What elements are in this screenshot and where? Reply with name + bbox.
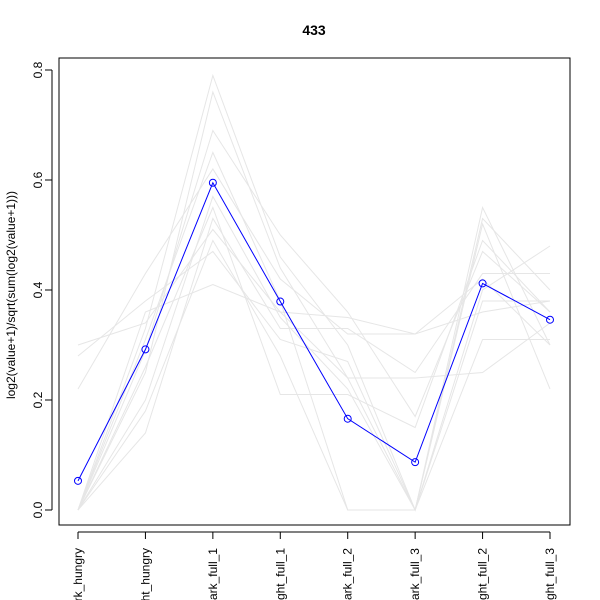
background-series-line-6 <box>77 195 550 512</box>
background-series-line-7 <box>77 217 550 511</box>
x-tick-label-dark_hungry: dark_hungry <box>71 548 85 600</box>
background-series-line-11 <box>77 206 551 511</box>
background-series-line-12 <box>77 217 551 511</box>
highlight-series <box>74 178 554 485</box>
y-tick-label: 0.0 <box>31 501 45 518</box>
x-tick-label-dark_full_3: dark_full_3 <box>408 548 422 600</box>
highlight-point-dark_hungry <box>74 476 82 485</box>
highlight-point-dark_full_2 <box>343 414 352 423</box>
x-tick-label-dark_full_2: dark_full_2 <box>341 548 355 600</box>
chart-title: 433 <box>302 22 326 38</box>
background-series-line-1 <box>77 73 551 512</box>
background-series <box>77 73 551 512</box>
x-tick-label-dark_full_1: dark_full_1 <box>206 548 220 600</box>
highlight-point-dark_full_3 <box>411 458 420 467</box>
highlight-point-light_full_2 <box>478 279 487 288</box>
x-tick-label-light_full_3: light_full_3 <box>543 548 557 600</box>
highlight-point-light_full_3 <box>546 315 554 324</box>
x-axis: dark_hungry light_hungry dark_full_1 light_… <box>71 531 557 600</box>
highlight-point-light_full_1 <box>276 297 285 306</box>
background-series-line-10 <box>77 283 551 511</box>
y-tick-label: 0.8 <box>31 61 45 78</box>
background-series-line-3 <box>77 129 551 511</box>
y-tick-label: 0.6 <box>31 171 45 188</box>
y-tick-label: 0.4 <box>31 281 45 298</box>
background-series-line-8 <box>77 228 551 346</box>
background-series-line-5 <box>77 168 551 390</box>
y-axis-label: log2(value+1)/sqrt(sum(log2(value+1))) <box>4 191 18 399</box>
x-tick-label-light_hungry: light_hungry <box>138 548 152 600</box>
x-tick-label-light_full_2: light_full_2 <box>476 548 490 600</box>
y-tick-label: 0.2 <box>31 391 45 408</box>
plot-frame <box>58 57 571 526</box>
x-tick-label-light_full_1: light_full_1 <box>273 548 287 600</box>
highlight-series-line <box>77 181 551 482</box>
y-axis: 0.0 0.2 0.4 0.6 0.8 <box>31 61 53 518</box>
highlight-point-dark_full_1 <box>208 178 217 187</box>
highlight-point-light_hungry <box>141 345 150 354</box>
background-series-line-9 <box>77 250 550 512</box>
background-series-line-4 <box>77 151 551 511</box>
